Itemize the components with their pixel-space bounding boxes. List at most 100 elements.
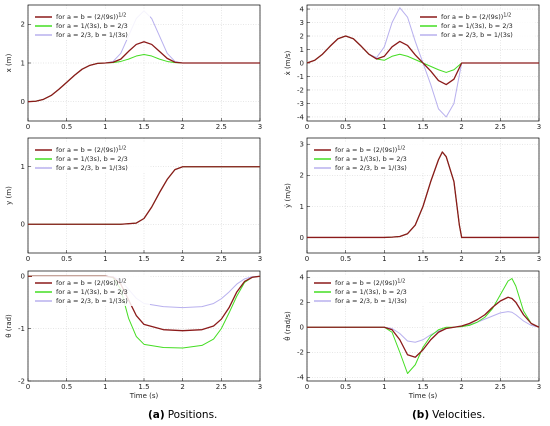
legend-entry: for a = 1/(3s), b = 2/3: [335, 155, 407, 163]
legend-entry-text: for a = 2/3, b = 1/(3s): [335, 297, 407, 305]
x-tick-label: 0.5: [340, 255, 351, 263]
x-tick-label: 3: [258, 123, 262, 131]
x-tick-label: 3: [537, 123, 541, 131]
x-tick-label: 0: [26, 255, 30, 263]
chart-x-position: 0 0.5 1 1.5 2 2.5 3 0 1 2 x (m) for a = b = (2/(9s)…: [5, 4, 262, 131]
y-tick-label: -2: [297, 86, 304, 94]
y-tick-label: -1: [297, 73, 304, 81]
y-axis-label: θ (rad): [5, 314, 13, 338]
legend-entry: for a = 2/3, b = 1/(3s): [56, 297, 128, 305]
caption-right-label: (b): [412, 409, 429, 421]
legend-entry: for a = 2/3, b = 1/(3s): [56, 31, 128, 39]
y-tick-label: -4: [297, 113, 305, 121]
legend-entry: for a = 2/3, b = 1/(3s): [335, 297, 407, 305]
caption-left-label: (a): [148, 409, 165, 421]
x-tick-label: 1.5: [138, 383, 149, 391]
legend-entry: for a = b = (2/(9s))1/2: [56, 279, 126, 288]
x-tick-label: 0.5: [61, 383, 72, 391]
x-tick-label: 3: [258, 255, 262, 263]
x-tick-label: 0: [305, 383, 309, 391]
x-tick-label: 2: [180, 123, 184, 131]
plots-layer: 0 0.5 1 1.5 2 2.5 3 0 1 2 x (m) for a = b = (2/(9s)…: [5, 4, 541, 400]
legend-entry-text: for a = 2/3, b = 1/(3s): [56, 297, 128, 305]
legend-entry-text: for a = b = (2/(9s)): [56, 146, 118, 154]
y-tick-label: 2: [300, 172, 304, 180]
x-tick-label: 1: [382, 383, 386, 391]
x-tick-label: 2.5: [216, 255, 227, 263]
x-tick-label: 0.5: [61, 123, 72, 131]
x-tick-label: 3: [537, 383, 541, 391]
x-tick-label: 1.5: [138, 255, 149, 263]
x-tick-label: 3: [258, 383, 262, 391]
series-line-1: [28, 166, 260, 225]
y-tick-label: 0: [300, 324, 304, 332]
caption-right-text: Velocities.: [432, 409, 485, 421]
series-line-1: [27, 41, 260, 103]
legend-entry-superscript: 1/2: [118, 146, 126, 152]
y-axis-label: ẏ (m/s): [284, 183, 292, 208]
legend-entry-text: for a = 1/(3s), b = 2/3: [335, 288, 407, 296]
caption-right: (b) Velocities.: [412, 409, 485, 421]
y-tick-label: 3: [300, 141, 304, 149]
y-tick-label: -2: [18, 377, 25, 385]
x-tick-label: 2: [459, 255, 463, 263]
y-tick-label: 1: [300, 46, 304, 54]
legend-entry-text: for a = 1/(3s), b = 2/3: [56, 22, 128, 30]
legend-entry-superscript: 1/2: [397, 279, 405, 285]
y-tick-label: 2: [300, 32, 304, 40]
x-tick-label: 1: [382, 123, 386, 131]
plot-frame: [27, 137, 261, 254]
x-axis-label: Time (s): [129, 392, 159, 400]
chart-y-position: 0 0.5 1 1.5 2 2.5 3 0 1 y (m) for a = b = (2/(9s))…: [5, 137, 262, 263]
x-tick-label: 1: [103, 383, 107, 391]
x-tick-label: 0.5: [61, 255, 72, 263]
y-axis-label: θ̇ (rad/s): [283, 311, 292, 341]
legend-entry: for a = b = (2/(9s))1/2: [335, 279, 405, 288]
series-line-1: [307, 296, 540, 358]
legend-entry-text: for a = 2/3, b = 1/(3s): [335, 164, 407, 172]
x-tick-label: 2.5: [216, 123, 227, 131]
legend-entry-text: for a = 1/(3s), b = 2/3: [335, 155, 407, 163]
y-tick-label: 3: [300, 19, 304, 27]
y-tick-label: 0: [21, 221, 25, 229]
y-tick-label: 2: [21, 21, 25, 29]
legend-entry: for a = 1/(3s), b = 2/3: [56, 288, 128, 296]
chart-theta-velocity: 0 0.5 1 1.5 2 2.5 3 -4 -2 0 2 4 θ̇ (rad/s) Time (s) fo…: [283, 270, 541, 400]
series-line-2: [306, 35, 539, 73]
x-tick-label: 1.5: [417, 123, 428, 131]
y-tick-label: 1: [21, 59, 25, 67]
y-axis-label: x (m): [5, 53, 13, 72]
chart-y-velocity: 0 0.5 1 1.5 2 2.5 3 0 1 2 3 ẏ (m/s) for a = b = (2/(…: [284, 137, 541, 263]
x-tick-label: 2: [180, 255, 184, 263]
legend-entry: for a = b = (2/(9s))1/2: [56, 13, 126, 22]
y-axis-label: ẋ (m/s): [284, 50, 292, 75]
legend-entry-text: for a = b = (2/(9s)): [56, 279, 118, 287]
y-tick-label: 4: [300, 274, 305, 282]
x-tick-label: 0: [305, 123, 309, 131]
caption-left: (a) Positions.: [148, 409, 217, 421]
y-tick-label: -4: [297, 374, 305, 382]
y-tick-label: 1: [300, 203, 304, 211]
plot-frame: [306, 270, 540, 382]
legend-entry-text: for a = 1/(3s), b = 2/3: [441, 22, 513, 30]
legend-entry: for a = 1/(3s), b = 2/3: [56, 22, 128, 30]
y-tick-label: 0: [300, 59, 304, 67]
legend-entry-text: for a = b = (2/(9s)): [335, 146, 397, 154]
chart-theta-position: 0 0.5 1 1.5 2 2.5 3 -2 -1 0 θ (rad) Time (s) for a =…: [5, 270, 262, 400]
legend-entry-superscript: 1/2: [118, 13, 126, 19]
y-axis-label: y (m): [5, 186, 13, 205]
x-tick-label: 2.5: [495, 383, 506, 391]
plot-frame: [306, 137, 540, 254]
x-axis-label: Time (s): [408, 392, 438, 400]
y-tick-label: 2: [300, 299, 304, 307]
caption-left-text: Positions.: [168, 409, 218, 421]
x-tick-label: 1.5: [417, 383, 428, 391]
x-tick-label: 1.5: [417, 255, 428, 263]
y-tick-label: 4: [300, 5, 305, 13]
legend-entry-text: for a = 2/3, b = 1/(3s): [56, 31, 128, 39]
y-tick-label: 0: [21, 98, 25, 106]
x-tick-label: 0: [305, 255, 309, 263]
